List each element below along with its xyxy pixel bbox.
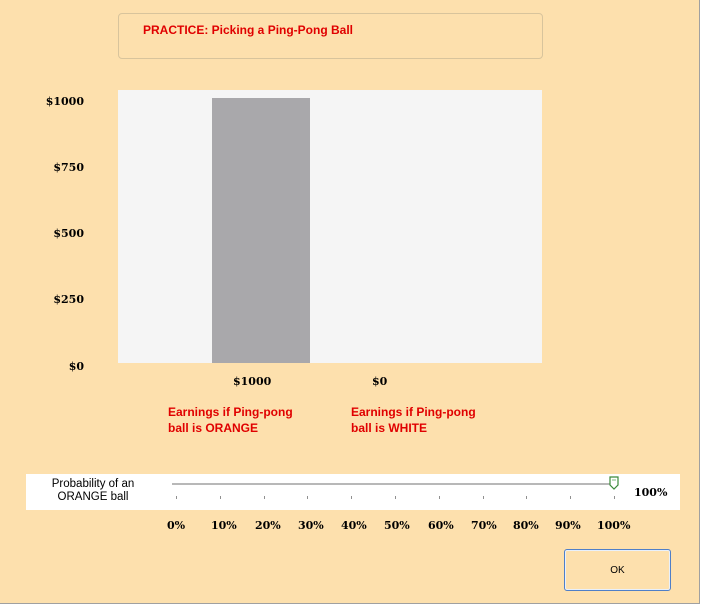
slider-value-readout: 100% [634, 486, 668, 499]
slider-label-line2: ORANGE ball [57, 491, 129, 503]
bar-orange [212, 98, 310, 363]
scale-label: 70% [471, 519, 497, 532]
slider-tick [570, 496, 572, 499]
slider-tick [219, 496, 221, 499]
white-earnings-line1: Earnings if Ping-pong [351, 405, 476, 419]
chart-plot-area [118, 90, 542, 363]
scale-label: 50% [384, 519, 410, 532]
slider-label-line1: Probability of an [51, 478, 135, 490]
slider-tick [395, 496, 396, 499]
orange-value-label: $1000 [233, 375, 272, 388]
y-tick-label: $0 [68, 360, 84, 373]
y-tick-label: $1000 [45, 95, 84, 108]
scale-label: 40% [341, 519, 367, 532]
white-value-label: $0 [372, 375, 388, 388]
orange-earnings-label: Earnings if Ping-pong ball is ORANGE [168, 404, 338, 436]
white-earnings-label: Earnings if Ping-pong ball is WHITE [351, 404, 521, 436]
slider-tick [526, 496, 528, 499]
title-box: PRACTICE: Picking a Ping-Pong Ball [118, 13, 543, 59]
y-tick-label: $750 [53, 161, 84, 174]
orange-earnings-line2: ball is ORANGE [168, 421, 259, 435]
slider-tick [482, 496, 484, 499]
scale-label: 30% [298, 519, 324, 532]
slider-track[interactable] [172, 483, 612, 486]
slider-tick [176, 496, 177, 499]
slider-thumb[interactable] [609, 476, 619, 490]
earnings-bar-chart [212, 98, 310, 363]
scale-label: 0% [167, 519, 186, 532]
y-tick-label: $250 [53, 293, 84, 306]
scale-label: 10% [211, 519, 237, 532]
slider-tick [263, 496, 265, 499]
slider-tick [351, 496, 353, 499]
scale-label: 60% [428, 519, 454, 532]
scale-label: 20% [255, 519, 281, 532]
slider-tick [614, 496, 615, 499]
slider-label: Probability of an ORANGE ball [34, 478, 152, 504]
orange-earnings-line1: Earnings if Ping-pong [168, 405, 293, 419]
scale-label: 80% [513, 519, 539, 532]
slider-tick [307, 496, 309, 499]
y-tick-label: $500 [53, 227, 84, 240]
white-earnings-line2: ball is WHITE [351, 421, 428, 435]
scale-label: 100% [597, 519, 631, 532]
scale-label: 90% [555, 519, 581, 532]
probability-slider-panel: Probability of an ORANGE ball 100% [26, 474, 680, 510]
page-title: PRACTICE: Picking a Ping-Pong Ball [143, 23, 354, 37]
ok-button[interactable]: OK [564, 549, 671, 591]
slider-tick [438, 496, 440, 499]
